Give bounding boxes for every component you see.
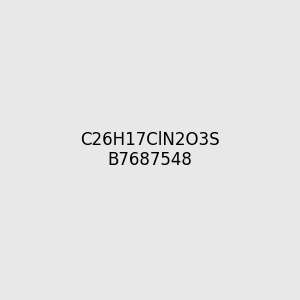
Text: C26H17ClN2O3S
B7687548: C26H17ClN2O3S B7687548: [80, 130, 220, 170]
